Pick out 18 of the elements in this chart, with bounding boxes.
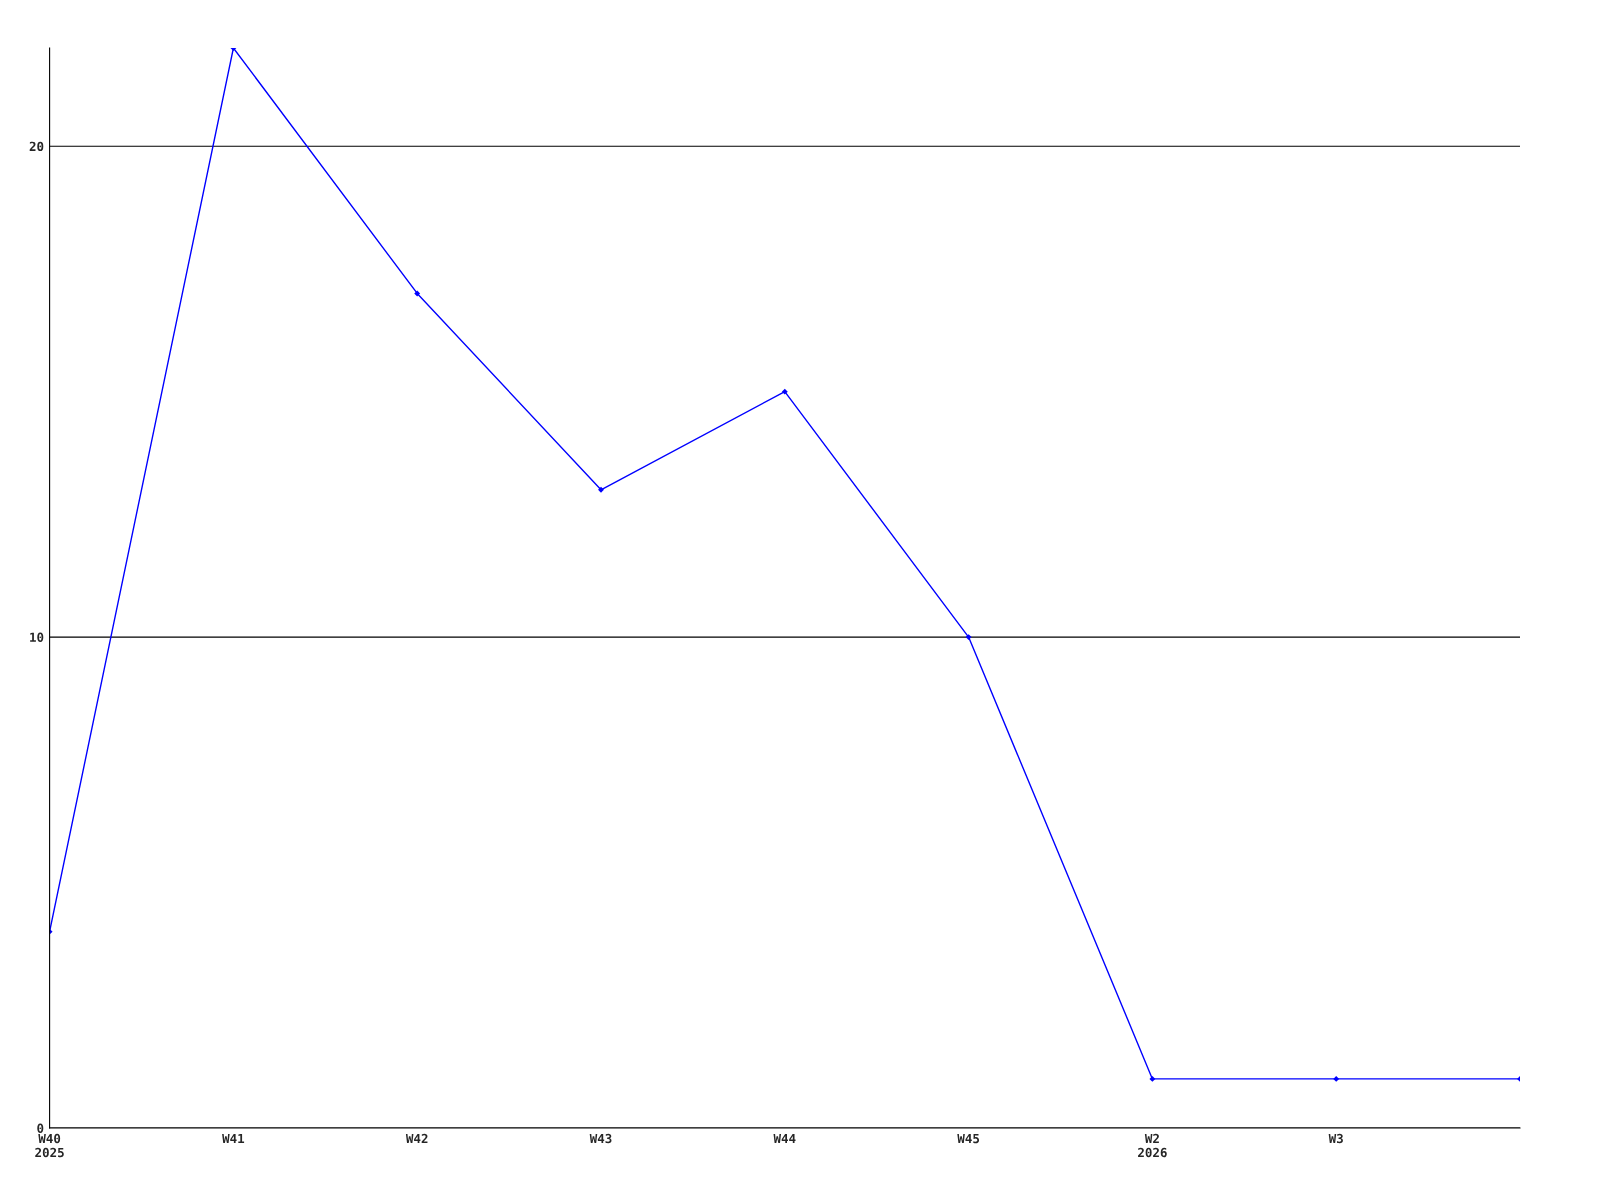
x-tick-label: W3 xyxy=(1328,1133,1343,1144)
x-tick-label: W45 xyxy=(957,1133,980,1144)
x-tick-label: W40 2025 xyxy=(35,1133,64,1158)
x-tick-label: W43 xyxy=(589,1133,612,1144)
y-tick-label: 0 xyxy=(37,1123,44,1133)
point xyxy=(965,634,972,641)
x-tick-label: W42 xyxy=(405,1133,428,1144)
x-tick-label: W2 2026 xyxy=(1138,1133,1167,1158)
x-tick-label: W44 xyxy=(773,1133,796,1144)
x-tick-label: W41 xyxy=(222,1133,245,1144)
point xyxy=(781,388,788,395)
line-series xyxy=(49,48,1520,1082)
y-tick-label: 10 xyxy=(30,632,44,643)
y-tick-label: 20 xyxy=(29,141,44,152)
point xyxy=(1149,1075,1156,1082)
point xyxy=(1333,1075,1340,1082)
point xyxy=(414,290,421,297)
point xyxy=(598,486,604,493)
